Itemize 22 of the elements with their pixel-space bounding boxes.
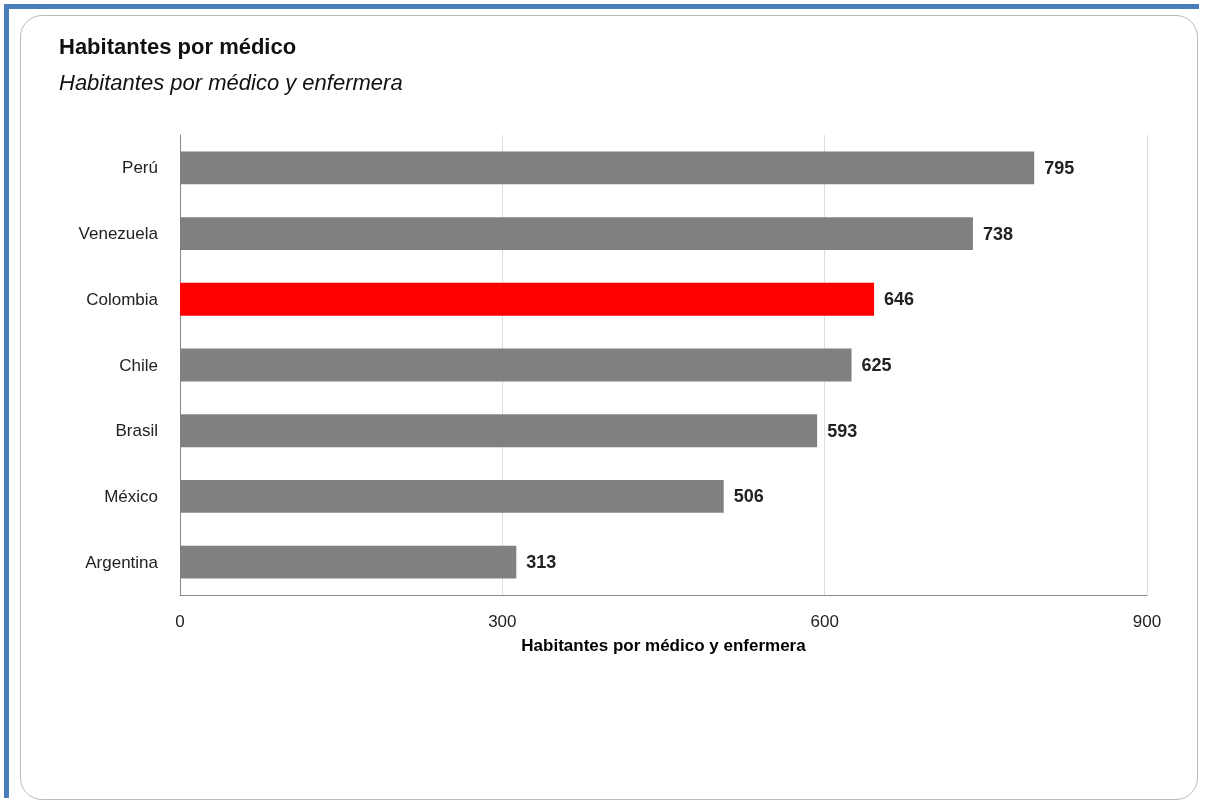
x-tick-label: 0 [175,612,185,631]
data-label: 506 [733,486,764,507]
chart-title: Habitantes por médico [59,33,297,59]
data-label: 593 [827,420,858,441]
data-label: 625 [861,355,892,375]
data-label: 795 [1044,157,1075,178]
x-tick-label: 900 [1132,612,1162,631]
bar [180,282,875,316]
x-tick-label: 300 [488,612,517,631]
y-tick-label: Perú [122,158,158,178]
y-tick-label: Brasil [115,421,158,441]
y-tick-label: México [104,486,158,506]
y-tick-label: Chile [119,355,158,375]
y-tick-label: Argentina [85,552,159,572]
y-tick-label: Venezuela [78,224,159,244]
data-label: 646 [884,289,915,310]
x-axis-title: Habitantes por médico y enfermera [521,636,807,655]
y-tick-label: Colombia [86,289,159,309]
data-label: 313 [526,552,557,573]
data-label: 738 [982,223,1013,244]
x-tick-label: 600 [810,612,839,631]
chart-subtitle: Habitantes por médico y enfermera [59,69,403,95]
